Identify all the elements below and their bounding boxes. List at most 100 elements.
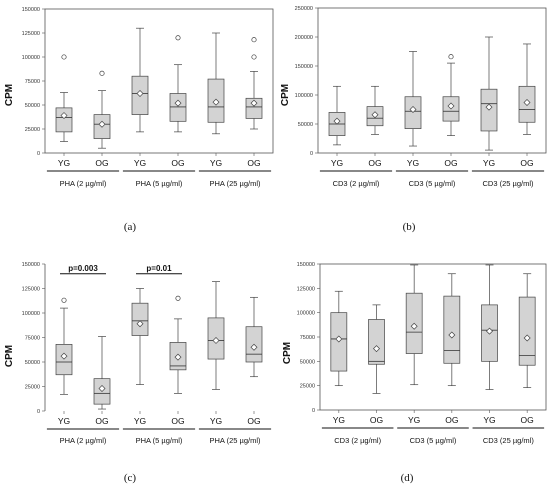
- mean-marker: [250, 99, 258, 107]
- y-tick-label: 150000: [22, 7, 40, 13]
- box-5: [480, 36, 498, 151]
- mean-marker: [212, 336, 220, 344]
- group-label: PHA (25 µg/ml): [209, 436, 261, 445]
- mean-marker: [333, 117, 341, 125]
- box-4: [443, 273, 461, 387]
- y-tick-label: 0: [37, 409, 40, 415]
- y-tick-label: 250000: [295, 6, 313, 12]
- box-4: [442, 54, 460, 136]
- panel-label: (d): [401, 472, 414, 484]
- mean-marker: [485, 103, 493, 111]
- group-label: PHA (5 µg/ml): [136, 436, 183, 445]
- plot-frame: [317, 7, 547, 154]
- category-label: OG: [247, 158, 260, 168]
- category-label: YG: [58, 158, 70, 168]
- box-1: [55, 54, 73, 142]
- chart-panel-1: 0 25000 50000 75000 100000 125000 150000 CPM YG O…: [4, 7, 274, 233]
- mean-marker: [447, 102, 455, 110]
- outlier-point: [448, 54, 454, 60]
- box-2: [93, 70, 111, 149]
- y-tick-label: 125000: [297, 286, 315, 292]
- mean-marker: [98, 120, 106, 128]
- mean-marker: [136, 320, 144, 328]
- mean-marker: [409, 106, 417, 113]
- category-label: OG: [171, 416, 184, 426]
- box-2: [368, 304, 385, 394]
- y-axis-label: CPM: [4, 84, 15, 106]
- mean-marker: [60, 352, 68, 360]
- category-label: OG: [521, 415, 534, 425]
- group-label: CD3 (2 µg/ml): [333, 179, 380, 188]
- plot-frame: [319, 263, 547, 411]
- outlier-point: [175, 35, 181, 41]
- mean-marker: [523, 99, 531, 107]
- y-tick-label: 0: [312, 408, 315, 414]
- plot-frame: [44, 8, 274, 154]
- mean-marker: [98, 384, 106, 392]
- panel-label: (a): [124, 221, 137, 233]
- iqr-box: [55, 107, 73, 133]
- group-label: CD3 (5 µg/ml): [409, 179, 456, 188]
- box-5: [207, 281, 225, 390]
- category-label: YG: [210, 158, 222, 168]
- category-label: YG: [407, 158, 419, 168]
- category-label: YG: [408, 415, 420, 425]
- iqr-box: [245, 97, 263, 119]
- box-6: [245, 37, 263, 130]
- mean-marker: [174, 353, 182, 361]
- category-label: YG: [483, 158, 495, 168]
- mean-marker: [371, 111, 379, 119]
- y-tick-label: 100000: [297, 311, 315, 317]
- group-label: CD3 (2 µg/ml): [334, 436, 381, 445]
- mean-marker: [448, 331, 456, 339]
- y-tick-label: 25000: [25, 127, 40, 133]
- box-4: [169, 295, 187, 394]
- box-6: [245, 296, 263, 378]
- mean-marker: [136, 89, 144, 97]
- y-tick-label: 100000: [22, 311, 40, 317]
- box-6: [518, 43, 536, 135]
- y-tick-label: 50000: [300, 359, 315, 365]
- iqr-box: [368, 319, 385, 365]
- outlier-point: [61, 54, 67, 60]
- box-3: [131, 288, 149, 385]
- significance-label: p=0.01: [146, 264, 172, 273]
- box-2: [93, 336, 111, 410]
- box-1: [328, 85, 346, 146]
- iqr-box: [443, 295, 461, 364]
- y-tick-label: 150000: [297, 262, 315, 268]
- mean-marker: [335, 335, 343, 343]
- box-1: [55, 297, 73, 395]
- chart-panel-4: 0 25000 50000 75000 100000 125000 150000 CPM YG O…: [282, 262, 547, 484]
- outlier-point: [251, 54, 257, 60]
- y-tick-label: 100000: [295, 93, 313, 99]
- category-label: OG: [95, 158, 108, 168]
- category-label: YG: [333, 415, 345, 425]
- category-label: YG: [58, 416, 70, 426]
- category-label: OG: [520, 158, 533, 168]
- box-1: [330, 290, 348, 387]
- box-5: [207, 32, 225, 135]
- y-tick-label: 150000: [295, 64, 313, 70]
- y-tick-label: 75000: [300, 335, 315, 341]
- y-axis-label: CPM: [280, 84, 291, 106]
- y-tick-label: 75000: [25, 79, 40, 85]
- panel-label: (c): [124, 472, 137, 484]
- category-label: OG: [444, 158, 457, 168]
- group-label: CD3 (25 µg/ml): [483, 179, 535, 188]
- category-label: OG: [368, 158, 381, 168]
- y-tick-label: 50000: [25, 360, 40, 366]
- group-label: PHA (2 µg/ml): [60, 436, 107, 445]
- y-tick-label: 125000: [22, 31, 40, 37]
- y-tick-label: 25000: [25, 385, 40, 391]
- category-label: OG: [445, 415, 458, 425]
- y-tick-label: 50000: [25, 103, 40, 109]
- category-label: OG: [370, 415, 383, 425]
- mean-marker: [250, 343, 258, 351]
- iqr-box: [169, 93, 187, 122]
- y-tick-label: 100000: [22, 55, 40, 61]
- group-label: CD3 (25 µg/ml): [483, 436, 535, 445]
- outlier-point: [175, 295, 181, 301]
- group-label: PHA (5 µg/ml): [136, 179, 183, 188]
- group-label: CD3 (5 µg/ml): [410, 436, 457, 445]
